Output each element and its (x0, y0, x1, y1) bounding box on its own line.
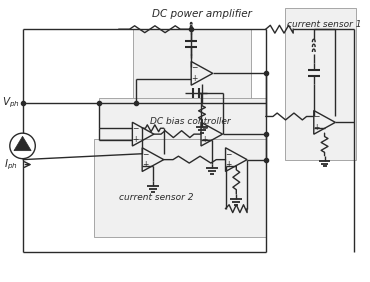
Text: −: − (142, 150, 148, 159)
Bar (99, 98, 266, 171)
Bar (94, 139, 266, 237)
Text: +: + (313, 123, 320, 132)
Text: current sensor 2: current sensor 2 (119, 193, 193, 202)
Text: −: − (225, 150, 232, 159)
Text: −: − (132, 124, 138, 133)
Text: −: − (191, 63, 197, 72)
Text: +: + (142, 160, 148, 169)
Text: current sensor 1: current sensor 1 (287, 20, 362, 29)
Text: DC bias controller: DC bias controller (150, 117, 231, 126)
Polygon shape (14, 136, 31, 151)
Text: −: − (313, 113, 320, 122)
Text: +: + (132, 135, 138, 144)
Text: +: + (225, 160, 232, 169)
Text: $V_{ph}$: $V_{ph}$ (2, 96, 20, 110)
Bar (133, 29, 251, 108)
Text: +: + (201, 135, 207, 144)
Bar (285, 8, 356, 160)
Text: +: + (191, 74, 197, 83)
Text: DC power amplifier: DC power amplifier (152, 8, 252, 19)
Text: $I_{ph}$: $I_{ph}$ (4, 157, 18, 172)
Text: −: − (201, 124, 207, 133)
